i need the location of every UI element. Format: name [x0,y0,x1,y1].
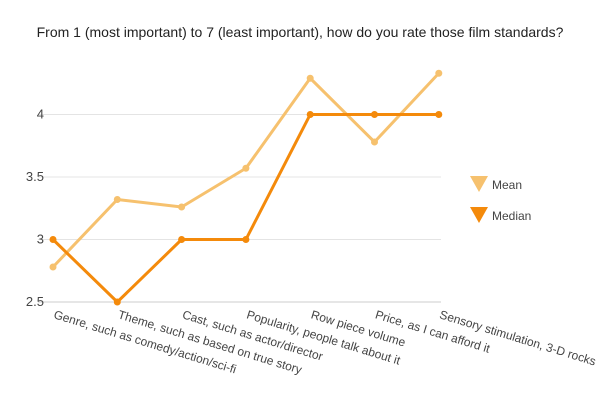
data-point [306,74,314,82]
legend-item-median: Median [470,207,531,223]
legend-marker [470,176,488,192]
y-tick-label: 2.5 [26,294,44,309]
chart-title: From 1 (most important) to 7 (least impo… [36,24,564,40]
data-point [49,236,57,243]
data-point [242,164,250,172]
y-tick-label: 3 [37,232,44,247]
series-median [49,111,443,306]
y-tick-label: 3.5 [26,169,44,184]
data-point [371,138,378,146]
data-point [49,263,57,271]
data-point [371,111,378,118]
data-point [242,236,250,243]
legend-marker [470,207,488,223]
legend: Mean Median [470,176,531,223]
series-group [49,69,443,306]
legend-label: Mean [492,178,522,192]
legend-item-mean: Mean [470,176,522,192]
gridlines [38,114,441,303]
data-point [113,298,121,306]
data-point [435,111,443,118]
x-axis: Genre, such as comedy/action/sci-fiTheme… [52,307,598,376]
data-point [178,203,186,211]
data-point [113,196,121,203]
data-point [178,236,186,243]
data-point [435,69,443,77]
y-axis: 2.5 3 3.5 4 [26,107,44,310]
legend-label: Median [492,209,531,223]
y-tick-label: 4 [37,107,44,122]
data-point [306,111,314,118]
series-mean [49,69,443,271]
